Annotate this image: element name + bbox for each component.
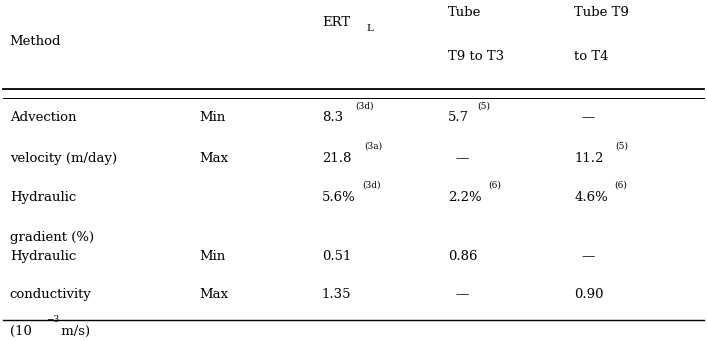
Text: Tube: Tube [448, 6, 481, 19]
Text: L: L [366, 24, 373, 33]
Text: Max: Max [199, 152, 228, 165]
Text: Advection: Advection [10, 111, 76, 124]
Text: 21.8: 21.8 [322, 152, 351, 165]
Text: 5.6%: 5.6% [322, 191, 356, 204]
Text: —: — [581, 250, 595, 264]
Text: velocity (m/day): velocity (m/day) [10, 152, 117, 165]
Text: (5): (5) [478, 102, 491, 110]
Text: Max: Max [199, 288, 228, 301]
Text: Min: Min [199, 111, 226, 124]
Text: (3a): (3a) [364, 142, 382, 151]
Text: to T4: to T4 [575, 50, 609, 63]
Text: 2.2%: 2.2% [448, 191, 481, 204]
Text: −3: −3 [46, 315, 59, 324]
Text: 4.6%: 4.6% [575, 191, 608, 204]
Text: (10: (10 [10, 325, 32, 338]
Text: 5.7: 5.7 [448, 111, 469, 124]
Text: 1.35: 1.35 [322, 288, 351, 301]
Text: Hydraulic: Hydraulic [10, 191, 76, 204]
Text: 0.86: 0.86 [448, 250, 478, 264]
Text: —: — [581, 111, 595, 124]
Text: ERT: ERT [322, 16, 350, 29]
Text: Hydraulic: Hydraulic [10, 250, 76, 264]
Text: (5): (5) [615, 142, 628, 151]
Text: Method: Method [10, 35, 62, 48]
Text: T9 to T3: T9 to T3 [448, 50, 504, 63]
Text: (3d): (3d) [362, 181, 380, 190]
Text: 0.90: 0.90 [575, 288, 604, 301]
Text: (6): (6) [488, 181, 501, 190]
Text: (3d): (3d) [356, 102, 374, 110]
Text: (6): (6) [614, 181, 627, 190]
Text: 0.51: 0.51 [322, 250, 351, 264]
Text: gradient (%): gradient (%) [10, 231, 94, 244]
Text: —: — [455, 288, 469, 301]
Text: m/s): m/s) [57, 325, 90, 338]
Text: Tube T9: Tube T9 [575, 6, 629, 19]
Text: Min: Min [199, 250, 226, 264]
Text: 8.3: 8.3 [322, 111, 343, 124]
Text: 11.2: 11.2 [575, 152, 604, 165]
Text: —: — [455, 152, 469, 165]
Text: conductivity: conductivity [10, 288, 92, 301]
